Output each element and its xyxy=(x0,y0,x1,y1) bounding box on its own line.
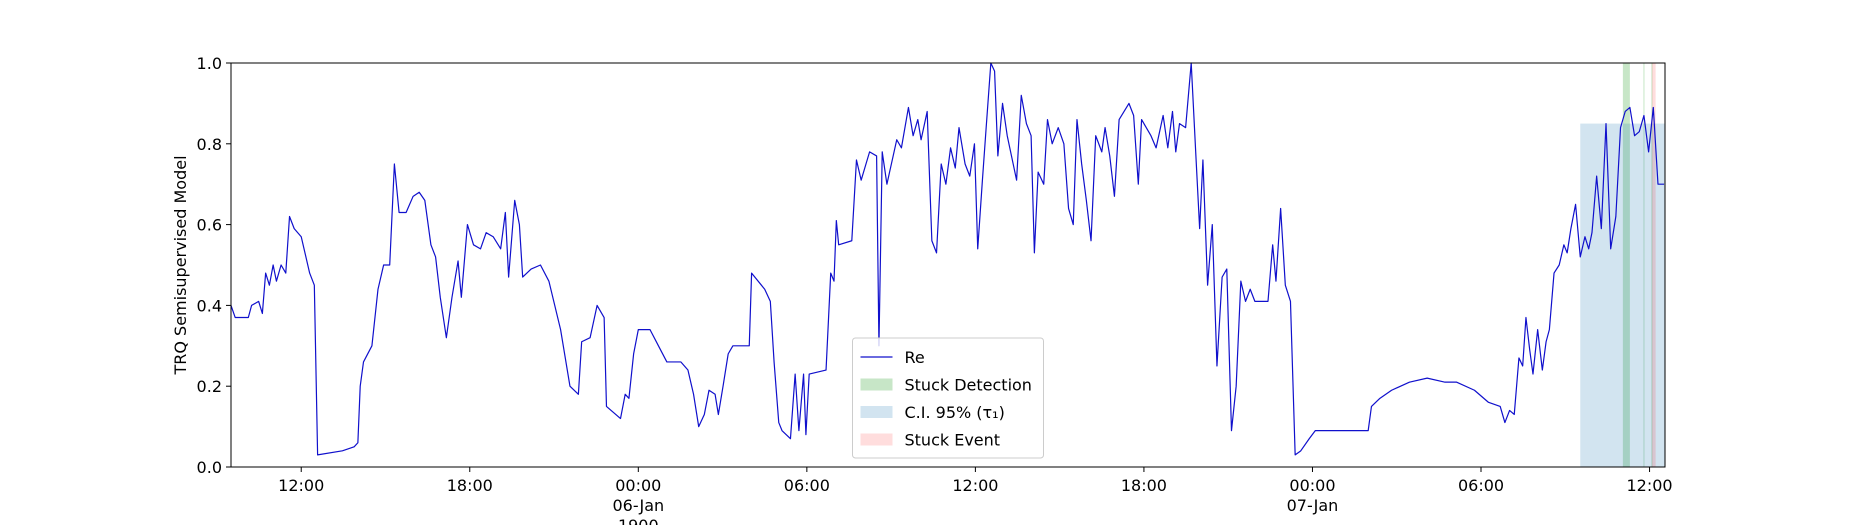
span xyxy=(1622,63,1630,467)
y-tick-label: 0.2 xyxy=(197,377,222,396)
x-tick-label: 12:00 xyxy=(278,476,324,495)
legend-label: C.I. 95% (τ₁) xyxy=(905,403,1005,422)
span xyxy=(1580,123,1665,467)
x-tick-label: 00:00 07-Jan xyxy=(1287,476,1339,515)
plot-frame xyxy=(230,62,1666,468)
y-tick-label: 0.8 xyxy=(197,135,222,154)
span xyxy=(1643,63,1645,467)
y-tick-label: 0.6 xyxy=(197,216,222,235)
legend-patch xyxy=(860,406,893,418)
x-tick-label: 12:00 xyxy=(952,476,998,495)
data-line xyxy=(230,62,1665,456)
legend-label: Re xyxy=(905,348,925,367)
span xyxy=(1651,63,1656,467)
legend-label: Stuck Event xyxy=(905,431,1001,450)
legend-patch xyxy=(860,378,893,391)
x-tick-label: 18:00 xyxy=(447,476,493,495)
y-tick-label: 0.4 xyxy=(197,296,222,315)
spans xyxy=(1580,63,1665,467)
span xyxy=(1651,63,1653,467)
x-tick-label: 12:00 xyxy=(1626,476,1672,495)
legend: Re Stuck Detection C.I. 95% (τ₁) Stuck Even… xyxy=(852,337,1044,459)
y-axis-label: TRQ Semisupervised Model xyxy=(171,155,190,375)
legend-patch xyxy=(860,433,893,446)
y-tick-label: 0.0 xyxy=(197,458,222,477)
x-tick-label: 18:00 xyxy=(1121,476,1167,495)
y-tick-label: 1.0 xyxy=(197,54,222,73)
legend-label: Stuck Detection xyxy=(905,376,1032,395)
x-tick-label: 06:00 xyxy=(1458,476,1504,495)
x-tick-label: 06:00 xyxy=(784,476,830,495)
legend-box xyxy=(852,337,1044,459)
